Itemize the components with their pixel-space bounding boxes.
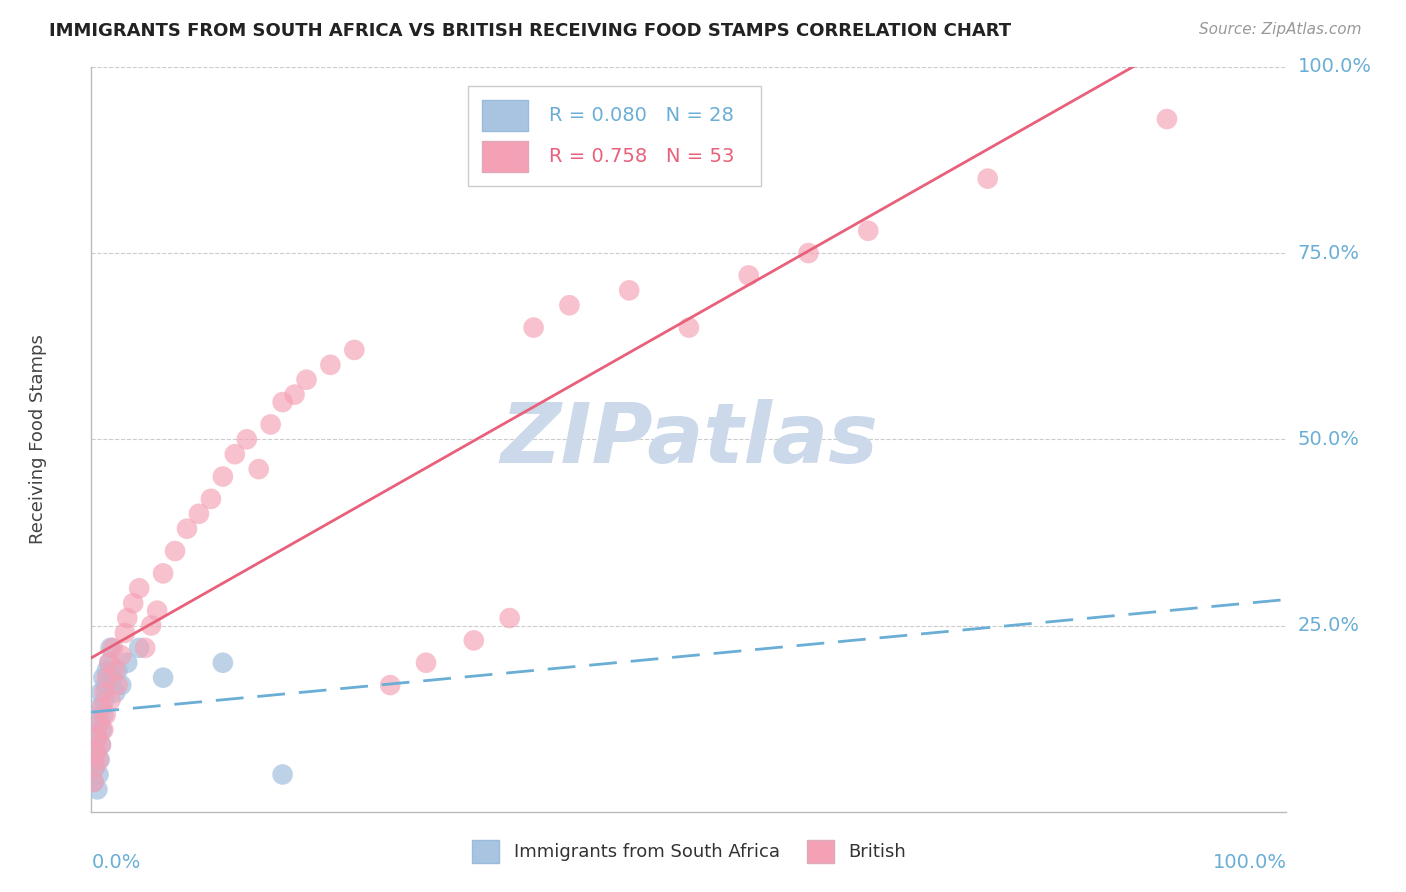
Point (101, 640, 124, 655)
Point (463, 633, 485, 648)
Point (90, 685, 112, 699)
Point (378, 678, 402, 692)
Point (163, 544, 186, 558)
Point (271, 767, 294, 781)
Point (93, 671, 114, 685)
Legend: Immigrants from South Africa, British: Immigrants from South Africa, British (465, 833, 912, 870)
Point (856, 224, 880, 238)
Point (100, 640, 122, 655)
Point (84, 760, 107, 774)
Point (295, 373, 318, 387)
Point (90, 738, 112, 752)
Point (211, 469, 233, 483)
Point (211, 656, 233, 670)
Point (98, 656, 121, 670)
Point (1156, 112, 1178, 126)
Point (152, 671, 174, 685)
Point (415, 656, 437, 670)
Point (259, 417, 281, 432)
Point (558, 298, 581, 312)
Text: 100.0%: 100.0% (1298, 57, 1372, 77)
Text: 75.0%: 75.0% (1298, 244, 1360, 262)
Point (104, 685, 127, 699)
Point (101, 671, 124, 685)
Point (94, 707, 117, 722)
Point (134, 640, 156, 655)
Point (115, 611, 138, 625)
Point (176, 522, 198, 536)
Point (93, 707, 114, 722)
Point (187, 507, 211, 521)
Text: IMMIGRANTS FROM SOUTH AFRICA VS BRITISH RECEIVING FOOD STAMPS CORRELATION CHART: IMMIGRANTS FROM SOUTH AFRICA VS BRITISH … (49, 22, 1011, 40)
Point (89, 700, 111, 714)
Point (96, 671, 118, 685)
Point (737, 268, 759, 283)
Point (152, 566, 174, 581)
Text: Source: ZipAtlas.com: Source: ZipAtlas.com (1198, 22, 1361, 37)
Point (87, 715, 110, 730)
Point (110, 648, 132, 663)
Point (93, 723, 114, 737)
Point (128, 640, 150, 655)
Point (89, 753, 111, 767)
Point (976, 171, 998, 186)
Point (523, 320, 546, 334)
Point (84, 745, 107, 759)
Point (146, 604, 169, 618)
Point (89, 715, 111, 730)
Point (247, 462, 270, 476)
Point (319, 358, 342, 372)
Point (107, 678, 129, 692)
Point (343, 343, 366, 357)
Point (619, 284, 641, 298)
Point (84, 760, 107, 774)
Text: 100.0%: 100.0% (1212, 853, 1286, 871)
Point (100, 693, 122, 707)
Point (110, 678, 132, 692)
FancyBboxPatch shape (468, 86, 761, 186)
Point (284, 387, 307, 401)
Point (93, 693, 115, 707)
FancyBboxPatch shape (482, 141, 527, 172)
Point (86, 730, 108, 744)
Point (91, 700, 114, 714)
Point (91, 723, 114, 737)
Point (104, 663, 127, 677)
Point (96, 663, 118, 677)
Point (84, 745, 107, 759)
Point (87, 753, 110, 767)
Text: 25.0%: 25.0% (1298, 616, 1360, 635)
Point (98, 656, 121, 670)
Point (128, 582, 150, 596)
Text: 50.0%: 50.0% (1298, 430, 1360, 449)
Point (114, 626, 136, 640)
Point (86, 782, 108, 797)
Point (200, 491, 222, 506)
Point (83, 775, 105, 789)
Point (224, 447, 246, 461)
Text: ZIPatlas: ZIPatlas (501, 399, 877, 480)
Point (83, 775, 105, 789)
FancyBboxPatch shape (482, 100, 527, 131)
Point (87, 767, 110, 781)
Point (115, 656, 138, 670)
Point (498, 611, 520, 625)
Point (107, 663, 129, 677)
Text: R = 0.080   N = 28: R = 0.080 N = 28 (550, 106, 734, 125)
Text: R = 0.758   N = 53: R = 0.758 N = 53 (550, 147, 734, 166)
Point (678, 320, 700, 334)
Point (141, 618, 162, 632)
Point (235, 433, 259, 447)
Point (122, 596, 145, 610)
Point (94, 678, 117, 692)
Point (86, 730, 108, 744)
Point (797, 246, 820, 260)
Point (93, 685, 115, 699)
Text: Receiving Food Stamps: Receiving Food Stamps (28, 334, 46, 544)
Point (90, 738, 112, 752)
Text: 0.0%: 0.0% (91, 853, 141, 871)
Point (271, 395, 294, 409)
